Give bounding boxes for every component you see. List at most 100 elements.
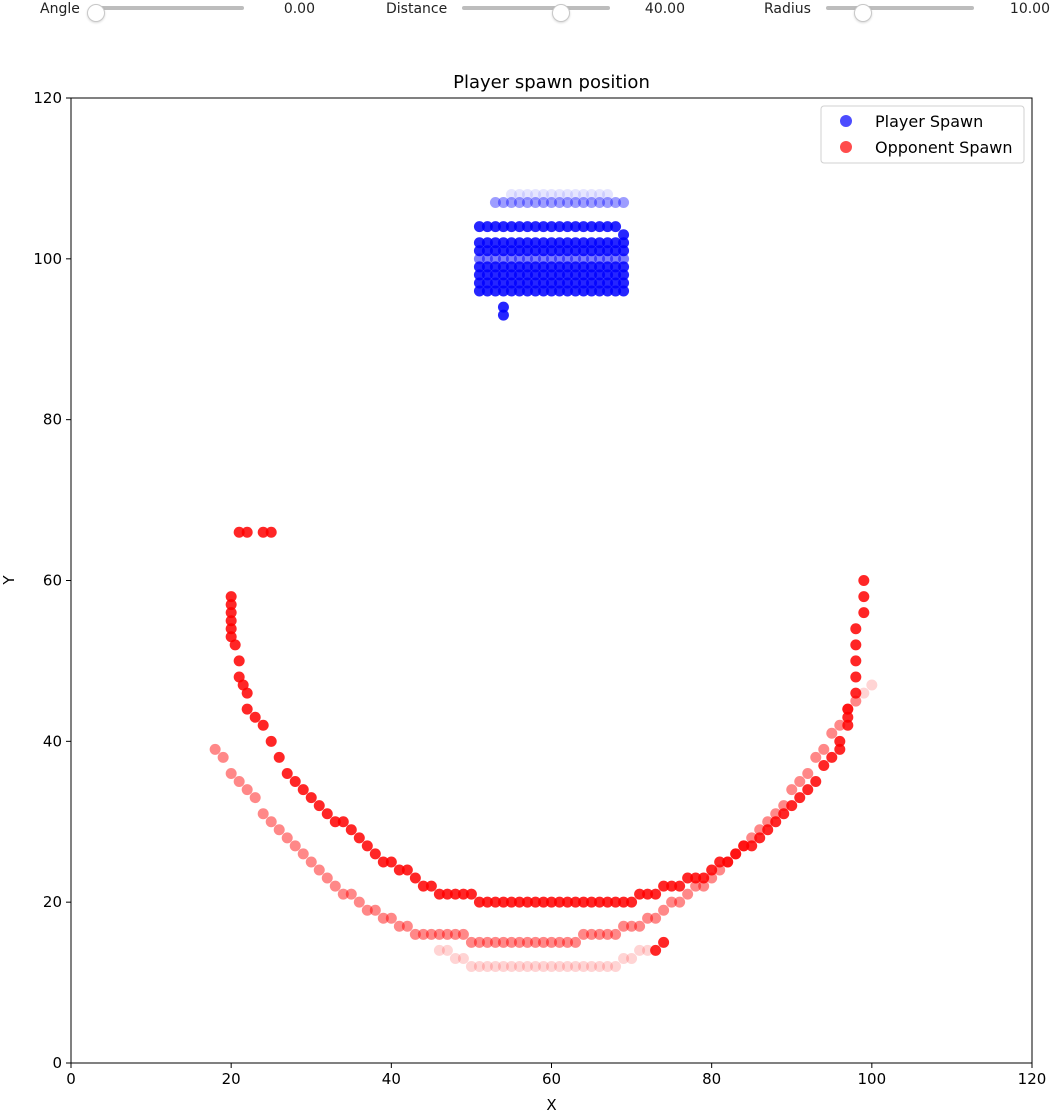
player-spawn-point bbox=[529, 189, 541, 200]
radius-slider-thumb[interactable] bbox=[854, 4, 872, 22]
radius-slider-track[interactable] bbox=[826, 4, 974, 22]
opponent-spawn-point bbox=[217, 751, 229, 763]
legend-marker-player bbox=[840, 115, 852, 127]
player-spawn-point bbox=[505, 245, 517, 257]
x-tick-label: 120 bbox=[1018, 1070, 1047, 1088]
opponent-spawn-point bbox=[313, 800, 325, 812]
player-spawn-series bbox=[473, 189, 630, 321]
opponent-spawn-point bbox=[225, 615, 237, 627]
opponent-spawn-point bbox=[353, 832, 365, 844]
angle-slider[interactable]: Angle 0.00 bbox=[38, 0, 328, 22]
player-spawn-point bbox=[570, 285, 582, 297]
opponent-spawn-point bbox=[850, 687, 862, 699]
player-spawn-point bbox=[586, 237, 598, 249]
opponent-spawn-point bbox=[449, 952, 461, 964]
distance-slider[interactable]: Distance 40.00 bbox=[386, 0, 691, 22]
player-spawn-point bbox=[537, 253, 549, 265]
player-spawn-point bbox=[529, 261, 541, 273]
opponent-spawn-point bbox=[650, 888, 662, 900]
player-spawn-point bbox=[513, 285, 525, 297]
opponent-spawn-point bbox=[714, 864, 726, 876]
player-spawn-point bbox=[618, 229, 630, 241]
distance-slider-track[interactable] bbox=[462, 4, 610, 22]
opponent-spawn-point bbox=[650, 912, 662, 924]
radius-slider[interactable]: Radius 10.00 bbox=[764, 0, 1050, 22]
player-spawn-point bbox=[594, 285, 606, 297]
player-spawn-point bbox=[537, 221, 549, 233]
player-spawn-point bbox=[513, 253, 525, 265]
opponent-spawn-point bbox=[626, 920, 638, 932]
player-spawn-point bbox=[554, 269, 566, 281]
player-spawn-point bbox=[554, 277, 566, 289]
opponent-spawn-point bbox=[401, 920, 413, 932]
opponent-spawn-point bbox=[586, 961, 598, 972]
player-spawn-point bbox=[586, 277, 598, 289]
opponent-spawn-point bbox=[594, 961, 606, 972]
opponent-spawn-point bbox=[610, 928, 622, 940]
opponent-spawn-point bbox=[289, 840, 301, 852]
opponent-spawn-point bbox=[489, 961, 501, 972]
opponent-spawn-point bbox=[353, 896, 365, 908]
opponent-spawn-point bbox=[858, 591, 870, 603]
player-spawn-point bbox=[546, 261, 557, 273]
opponent-spawn-point bbox=[866, 679, 878, 691]
opponent-spawn-point bbox=[229, 639, 241, 651]
player-spawn-point bbox=[586, 189, 598, 200]
player-spawn-point bbox=[505, 253, 517, 265]
opponent-spawn-point bbox=[473, 961, 485, 972]
opponent-spawn-point bbox=[818, 743, 830, 755]
opponent-spawn-point bbox=[417, 880, 429, 892]
player-spawn-point bbox=[537, 269, 549, 281]
player-spawn-point bbox=[505, 197, 517, 209]
player-spawn-point bbox=[562, 237, 574, 249]
opponent-spawn-point bbox=[505, 961, 517, 972]
opponent-spawn-point bbox=[465, 961, 477, 972]
opponent-spawn-point bbox=[233, 526, 245, 538]
player-spawn-point bbox=[505, 277, 517, 289]
opponent-spawn-point bbox=[698, 872, 710, 884]
opponent-spawn-point bbox=[449, 888, 461, 900]
opponent-spawn-point bbox=[802, 768, 814, 779]
player-spawn-point bbox=[489, 237, 501, 249]
distance-slider-thumb[interactable] bbox=[552, 4, 571, 22]
opponent-spawn-point bbox=[858, 607, 870, 619]
player-spawn-point bbox=[578, 253, 590, 265]
opponent-spawn-point bbox=[225, 599, 237, 611]
opponent-spawn-point bbox=[345, 824, 357, 836]
player-spawn-point bbox=[473, 277, 485, 289]
player-spawn-point bbox=[586, 253, 598, 265]
player-spawn-point bbox=[521, 261, 533, 273]
opponent-spawn-point bbox=[489, 896, 501, 908]
opponent-spawn-point bbox=[690, 872, 702, 884]
player-spawn-point bbox=[489, 221, 501, 233]
opponent-spawn-point bbox=[441, 944, 453, 956]
player-spawn-point bbox=[594, 277, 606, 289]
opponent-spawn-point bbox=[401, 864, 413, 876]
opponent-spawn-point bbox=[513, 896, 525, 908]
player-spawn-point bbox=[562, 221, 574, 233]
player-spawn-point bbox=[513, 189, 525, 200]
player-spawn-point bbox=[618, 245, 630, 257]
opponent-spawn-point bbox=[650, 944, 662, 956]
player-spawn-point bbox=[473, 237, 485, 249]
player-spawn-point bbox=[489, 277, 501, 289]
player-spawn-point bbox=[578, 277, 590, 289]
player-spawn-point bbox=[578, 189, 590, 200]
player-spawn-point bbox=[546, 245, 557, 257]
angle-slider-label: Angle bbox=[40, 1, 80, 17]
angle-slider-thumb[interactable] bbox=[87, 4, 105, 22]
player-spawn-point bbox=[594, 189, 606, 200]
angle-slider-track[interactable] bbox=[87, 4, 244, 22]
player-spawn-point bbox=[537, 261, 549, 273]
opponent-spawn-point bbox=[642, 944, 654, 956]
opponent-spawn-point bbox=[554, 936, 566, 948]
opponent-spawn-point bbox=[521, 896, 533, 908]
player-spawn-point bbox=[537, 197, 549, 209]
legend-box bbox=[820, 105, 1025, 164]
opponent-spawn-point bbox=[225, 768, 237, 779]
player-spawn-point bbox=[594, 237, 606, 249]
opponent-spawn-point bbox=[842, 719, 854, 731]
opponent-spawn-point bbox=[481, 936, 493, 948]
opponent-spawn-point bbox=[754, 824, 766, 836]
